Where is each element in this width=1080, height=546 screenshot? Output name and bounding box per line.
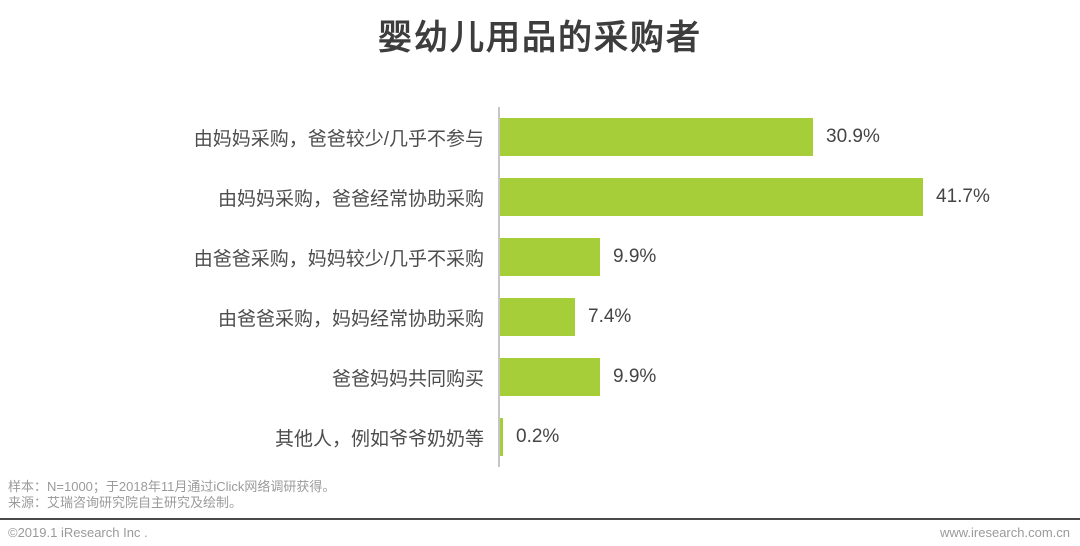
bar-row: 由爸爸采购，妈妈经常协助采购 7.4%	[0, 287, 1060, 347]
category-label: 由妈妈采购，爸爸经常协助采购	[217, 188, 484, 210]
bar	[500, 178, 923, 216]
value-label: 0.2%	[516, 426, 560, 447]
page-title: 婴幼儿用品的采购者	[378, 19, 702, 57]
bar	[500, 358, 600, 396]
value-label: 41.7%	[936, 186, 990, 207]
value-label: 9.9%	[613, 246, 657, 267]
sample-note: 样本：N=1000；于2018年11月通过iClick网络调研获得。	[8, 479, 336, 494]
category-label: 其他人，例如爷爷奶奶等	[274, 428, 484, 450]
value-label: 9.9%	[613, 366, 657, 387]
category-label: 由爸爸采购，妈妈较少/几乎不采购	[193, 248, 484, 270]
bar	[500, 298, 575, 336]
bar-row: 由爸爸采购，妈妈较少/几乎不采购 9.9%	[0, 227, 1060, 287]
bar-track: 7.4%	[498, 287, 1060, 347]
bar-track: 9.9%	[498, 347, 1060, 407]
bar-track: 41.7%	[498, 167, 1060, 227]
category-label: 由妈妈采购，爸爸较少/几乎不参与	[193, 128, 484, 150]
bar	[500, 118, 813, 156]
category-label: 由爸爸采购，妈妈经常协助采购	[217, 308, 484, 330]
category-label: 爸爸妈妈共同购买	[331, 368, 484, 390]
bar	[500, 418, 503, 456]
bottom-bar: ©2019.1 iResearch Inc . www.iresearch.co…	[8, 525, 1070, 540]
bar-row: 爸爸妈妈共同购买 9.9%	[0, 347, 1060, 407]
bar-row: 其他人，例如爷爷奶奶等 0.2%	[0, 407, 1060, 467]
value-label: 7.4%	[588, 306, 632, 327]
source-note: 来源：艾瑞咨询研究院自主研究及绘制。	[8, 495, 243, 510]
website-link[interactable]: www.iresearch.com.cn	[939, 525, 1070, 540]
bar-track: 9.9%	[498, 227, 1060, 287]
bar-row: 由妈妈采购，爸爸较少/几乎不参与 30.9%	[0, 107, 1060, 167]
copyright-text: ©2019.1 iResearch Inc .	[8, 525, 148, 540]
bar	[500, 238, 600, 276]
bar-track: 0.2%	[498, 407, 1060, 467]
bar-track: 30.9%	[498, 107, 1060, 167]
value-label: 30.9%	[826, 126, 880, 147]
footer-divider	[0, 518, 1080, 520]
bar-chart: 由妈妈采购，爸爸较少/几乎不参与 30.9% 由妈妈采购，爸爸经常协助采购 41.7%…	[0, 107, 1060, 467]
bar-row: 由妈妈采购，爸爸经常协助采购 41.7%	[0, 167, 1060, 227]
chart-notes: 样本：N=1000；于2018年11月通过iClick网络调研获得。 来源：艾瑞…	[8, 479, 335, 511]
